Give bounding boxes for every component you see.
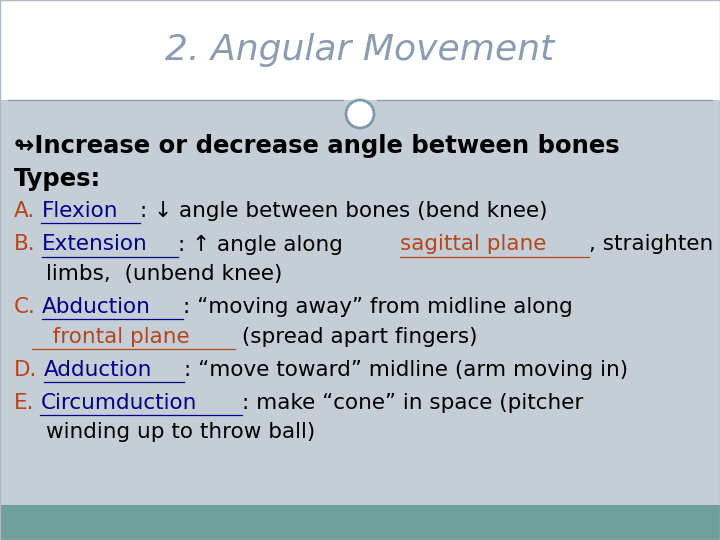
Circle shape — [346, 100, 374, 128]
Text: (spread apart fingers): (spread apart fingers) — [235, 327, 478, 347]
Text: : ↑ angle along: : ↑ angle along — [179, 234, 350, 254]
Text: A.: A. — [14, 201, 35, 221]
Text: limbs,  (unbend knee): limbs, (unbend knee) — [46, 264, 282, 284]
Text: frontal plane: frontal plane — [32, 327, 189, 347]
Text: : make “cone” in space (pitcher: : make “cone” in space (pitcher — [242, 393, 584, 413]
Text: winding up to throw ball): winding up to throw ball) — [46, 422, 315, 442]
FancyBboxPatch shape — [0, 505, 720, 540]
Text: Circumduction: Circumduction — [40, 393, 197, 413]
Text: : “move toward” midline (arm moving in): : “move toward” midline (arm moving in) — [184, 360, 628, 380]
Text: B.: B. — [14, 234, 35, 254]
Text: 2. Angular Movement: 2. Angular Movement — [166, 33, 554, 67]
FancyBboxPatch shape — [0, 100, 720, 505]
FancyBboxPatch shape — [0, 0, 720, 100]
Text: ↬Increase or decrease angle between bones: ↬Increase or decrease angle between bone… — [14, 134, 620, 158]
Text: C.: C. — [14, 297, 36, 317]
Text: : “moving away” from midline along: : “moving away” from midline along — [183, 297, 572, 317]
Text: Flexion: Flexion — [42, 201, 118, 221]
Text: Types:: Types: — [14, 167, 102, 191]
Text: Abduction: Abduction — [42, 297, 151, 317]
Text: D.: D. — [14, 360, 37, 380]
Text: , straighten: , straighten — [589, 234, 713, 254]
Text: Extension: Extension — [42, 234, 148, 254]
Text: Adduction: Adduction — [44, 360, 153, 380]
Text: E.: E. — [14, 393, 35, 413]
Text: : ↓ angle between bones (bend knee): : ↓ angle between bones (bend knee) — [140, 201, 548, 221]
Text: sagittal plane: sagittal plane — [400, 234, 546, 254]
